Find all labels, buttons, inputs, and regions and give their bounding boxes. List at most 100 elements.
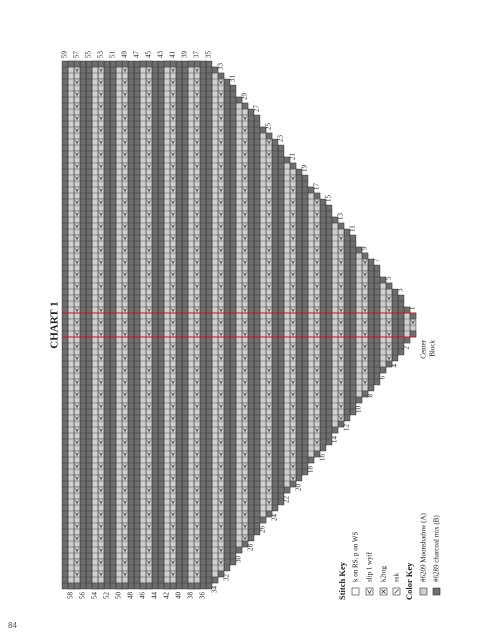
row-number: 44 bbox=[151, 592, 159, 600]
row-number: 47 bbox=[133, 51, 141, 59]
edge-cell bbox=[313, 192, 321, 200]
chart-row bbox=[379, 276, 387, 374]
chart-row bbox=[163, 60, 171, 590]
edge-cell bbox=[139, 582, 147, 590]
chart-row bbox=[91, 60, 99, 590]
chart-row bbox=[253, 114, 261, 536]
chart-row bbox=[235, 96, 243, 554]
edge-cell bbox=[283, 486, 291, 494]
row-number: 23 bbox=[277, 135, 285, 143]
edge-cell bbox=[337, 222, 345, 230]
row-number: 59 bbox=[61, 51, 69, 59]
chart-row bbox=[109, 60, 117, 590]
row-number: 22 bbox=[283, 496, 291, 504]
edge-cell bbox=[121, 60, 129, 68]
edge-cell bbox=[403, 336, 411, 344]
row-number: 50 bbox=[115, 592, 123, 600]
row-number: 26 bbox=[259, 526, 267, 534]
row-number: 27 bbox=[253, 105, 261, 113]
chart-row bbox=[247, 108, 255, 542]
row-number: 19 bbox=[301, 165, 309, 173]
edge-cell bbox=[163, 582, 171, 590]
row-number: 29 bbox=[241, 93, 249, 101]
chart-row bbox=[271, 138, 279, 512]
row-number: 5 bbox=[385, 276, 393, 280]
row-number: 31 bbox=[229, 75, 237, 83]
chart-row bbox=[337, 222, 345, 428]
row-number: 18 bbox=[307, 466, 315, 474]
chart-row bbox=[85, 60, 93, 590]
chart-row bbox=[385, 282, 393, 368]
row-number: 15 bbox=[325, 195, 333, 203]
row-number: 14 bbox=[331, 436, 339, 444]
row-number: 33 bbox=[217, 63, 225, 71]
edge-cell bbox=[115, 60, 123, 68]
row-number: 8 bbox=[367, 394, 375, 398]
row-number: 20 bbox=[295, 484, 303, 492]
edge-cell bbox=[97, 60, 105, 68]
edge-cell bbox=[163, 60, 171, 68]
chart-row bbox=[265, 132, 273, 518]
chart-row bbox=[331, 216, 339, 434]
row-number: 36 bbox=[199, 592, 207, 600]
chart-row bbox=[367, 258, 375, 392]
edge-cell bbox=[193, 60, 201, 68]
row-number: 49 bbox=[121, 51, 129, 59]
chart-row bbox=[157, 60, 165, 590]
chart-row bbox=[127, 60, 135, 590]
edge-cell bbox=[121, 582, 129, 590]
chart-row bbox=[103, 60, 111, 590]
center-label: Block bbox=[429, 340, 437, 357]
row-number: 11 bbox=[349, 225, 357, 232]
row-number: 12 bbox=[343, 424, 351, 432]
page-number: 84 bbox=[8, 621, 17, 630]
edge-cell bbox=[187, 60, 195, 68]
chart-row bbox=[397, 294, 405, 356]
chart-row bbox=[229, 84, 237, 566]
chart-row bbox=[217, 72, 225, 578]
row-number: 21 bbox=[289, 153, 297, 161]
row-number: 53 bbox=[97, 51, 105, 59]
key-symbol bbox=[351, 587, 401, 596]
chart-row bbox=[283, 156, 291, 494]
key-title: Color Key bbox=[404, 562, 414, 600]
row-number: 37 bbox=[193, 51, 201, 59]
key-item: k2tog bbox=[380, 566, 388, 582]
edge-cell bbox=[67, 582, 75, 590]
chart-row bbox=[289, 162, 297, 488]
edge-cell bbox=[235, 546, 243, 554]
row-number: 24 bbox=[271, 514, 279, 522]
edge-cell bbox=[145, 60, 153, 68]
chart-row bbox=[133, 60, 141, 590]
chart-row bbox=[67, 60, 75, 590]
chart-row bbox=[259, 126, 267, 524]
edge-cell bbox=[73, 60, 81, 68]
chart-row bbox=[277, 144, 285, 506]
row-number: 56 bbox=[79, 592, 87, 600]
row-number: 35 bbox=[205, 51, 213, 59]
edge-cell bbox=[169, 582, 177, 590]
key-title: Stitch Key bbox=[337, 561, 347, 600]
chart-row bbox=[349, 234, 357, 416]
row-number: 13 bbox=[337, 213, 345, 221]
edge-cell bbox=[145, 582, 153, 590]
row-number: 28 bbox=[247, 544, 255, 552]
edge-cell bbox=[67, 60, 75, 68]
chart-row bbox=[79, 60, 87, 590]
chart-row bbox=[181, 60, 189, 590]
edge-cell bbox=[91, 582, 99, 590]
center-label: Center bbox=[420, 339, 428, 358]
row-number: 45 bbox=[145, 51, 153, 59]
chart-row bbox=[205, 60, 213, 590]
row-number: 41 bbox=[169, 51, 177, 59]
chart-row bbox=[307, 186, 315, 464]
chart-row bbox=[241, 102, 249, 548]
chart-row bbox=[121, 60, 129, 590]
key-item: slip 1 wyif bbox=[366, 551, 374, 582]
key-swatch bbox=[419, 587, 428, 596]
edge-cell bbox=[193, 582, 201, 590]
chart-title: CHART 1 bbox=[49, 301, 61, 348]
row-number: 30 bbox=[235, 556, 243, 564]
edge-cell bbox=[217, 72, 225, 80]
chart-row bbox=[319, 198, 327, 452]
